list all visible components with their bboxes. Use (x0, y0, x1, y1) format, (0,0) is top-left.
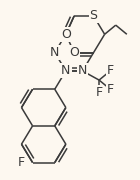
Text: O: O (61, 28, 71, 41)
Text: N: N (78, 64, 87, 77)
Text: F: F (18, 156, 25, 169)
Text: S: S (90, 10, 98, 22)
Text: F: F (95, 86, 103, 99)
Text: O: O (69, 46, 79, 59)
Text: N: N (50, 46, 60, 59)
Text: N: N (61, 64, 71, 77)
Text: F: F (107, 83, 114, 96)
Text: F: F (107, 64, 114, 77)
